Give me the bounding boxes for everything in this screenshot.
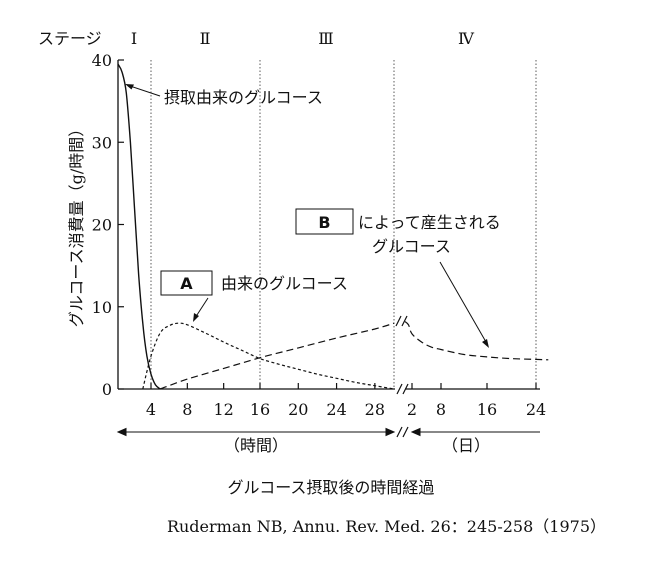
x-tick-label: 16 (250, 400, 270, 419)
arrow-a-glucose (194, 297, 209, 319)
x-tick-label: 28 (365, 400, 385, 419)
annotation-b-glucose: によって産生される グルコース (358, 213, 506, 256)
annotation-ingested-glucose: 摂取由来のグルコース (164, 88, 323, 107)
arrowhead-ingested-glucose (125, 84, 134, 90)
box-a-label: A (180, 274, 193, 293)
y-tick-label: 0 (102, 380, 112, 399)
arrowhead-b-glucose (482, 339, 489, 348)
y-ticks: 0 10 20 30 40 (92, 51, 124, 399)
x-tick-label: 20 (288, 400, 308, 419)
x-axis-label: グルコース摂取後の時間経過 (228, 478, 435, 497)
x-tick-label: 16 (477, 400, 497, 419)
hours-span-arrow (116, 427, 396, 437)
box-b-label: B (318, 213, 330, 232)
x-tick-label: 2 (407, 400, 417, 419)
days-span-arrow (410, 427, 540, 437)
stage-label-2: Ⅱ (200, 29, 211, 48)
x-ticks: 4 8 12 16 20 24 28 2 8 16 24 (146, 383, 546, 419)
annotation-a-glucose: 由来のグルコース (221, 274, 348, 293)
source-citation: Ruderman NB, Annu. Rev. Med. 26：245-258（… (167, 517, 606, 536)
y-tick-label: 20 (92, 216, 112, 235)
annotation-b-line-2: グルコース (372, 237, 451, 256)
unit-days-label: （日） (442, 436, 490, 455)
y-tick-label: 30 (92, 133, 112, 152)
series-a-glucose-line (142, 322, 395, 390)
axis-break-span (396, 426, 409, 438)
y-tick-label: 40 (92, 51, 112, 70)
x-tick-label: 4 (146, 400, 156, 419)
series-b-glucose-line-hours (159, 322, 395, 390)
box-a (160, 270, 213, 296)
x-tick-label: 24 (326, 400, 346, 419)
series-ingested-glucose-line (117, 63, 161, 390)
annotation-b-line-1: によって産生される (358, 213, 501, 232)
axis-break-top (395, 315, 408, 327)
box-b (295, 208, 354, 235)
y-axis-label: グルコース消費量（g/時間） (67, 121, 86, 328)
stage-label-3: Ⅲ (318, 29, 333, 48)
x-tick-label: 12 (213, 400, 233, 419)
x-tick-label: 8 (182, 400, 192, 419)
x-tick-label: 24 (526, 400, 546, 419)
y-tick-label: 10 (92, 298, 112, 317)
arrowhead-a-glucose (193, 313, 199, 322)
arrow-b-glucose (439, 261, 487, 343)
stage-label: ステージ (38, 29, 102, 48)
stage-label-1: Ⅰ (131, 29, 137, 48)
series-b-glucose-line-days (404, 321, 549, 361)
stage-label-4: Ⅳ (458, 29, 475, 48)
x-tick-label: 8 (436, 400, 446, 419)
axis-break-bottom (396, 383, 409, 395)
unit-hours-label: （時間） (224, 436, 288, 455)
